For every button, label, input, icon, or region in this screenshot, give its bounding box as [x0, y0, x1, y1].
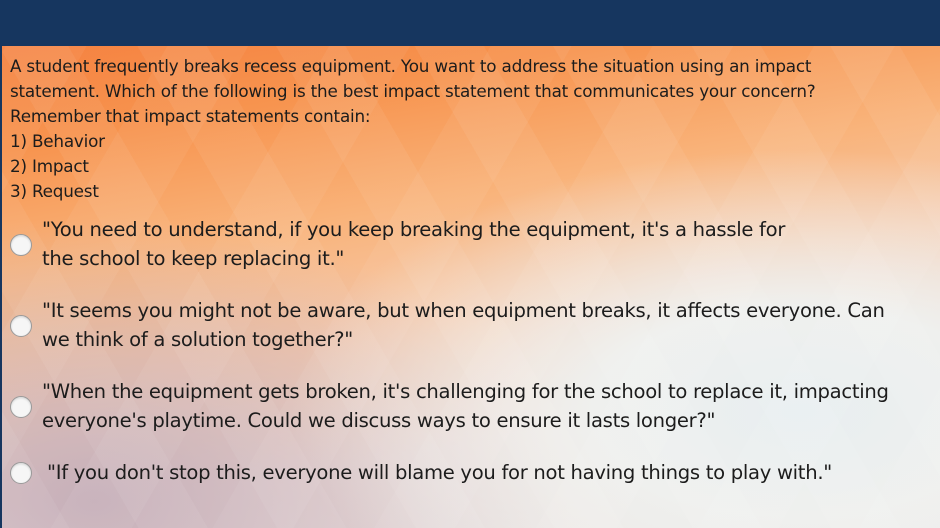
question-line: Remember that impact statements contain:	[10, 106, 371, 126]
component-impact: 2) Impact	[10, 156, 89, 176]
answer-option-2[interactable]: "It seems you might not be aware, but wh…	[10, 297, 920, 354]
answer-option-text[interactable]: "You need to understand, if you keep bre…	[42, 216, 785, 273]
answer-option-text[interactable]: "It seems you might not be aware, but wh…	[42, 297, 885, 354]
answer-option-1[interactable]: "You need to understand, if you keep bre…	[10, 216, 920, 273]
radio-button[interactable]	[10, 462, 32, 485]
question-prompt: A student frequently breaks recess equip…	[10, 54, 920, 204]
answer-line: the school to keep replacing it."	[42, 246, 345, 270]
left-border	[0, 46, 2, 528]
answer-option-text[interactable]: "When the equipment gets broken, it's ch…	[42, 378, 889, 435]
question-line: statement. Which of the following is the…	[10, 81, 816, 101]
answer-line: everyone's playtime. Could we discuss wa…	[42, 408, 716, 432]
radio-button[interactable]	[10, 233, 32, 256]
component-behavior: 1) Behavior	[10, 131, 105, 151]
radio-button[interactable]	[10, 314, 32, 337]
answer-line: we think of a solution together?"	[42, 327, 353, 351]
answer-line: "If you don't stop this, everyone will b…	[47, 461, 832, 484]
header-bar	[0, 0, 940, 46]
answer-line: "It seems you might not be aware, but wh…	[42, 299, 885, 322]
answer-option-4[interactable]: "If you don't stop this, everyone will b…	[10, 459, 920, 488]
component-request: 3) Request	[10, 181, 99, 201]
answer-line: "When the equipment gets broken, it's ch…	[42, 380, 889, 403]
answer-option-text[interactable]: "If you don't stop this, everyone will b…	[47, 459, 832, 488]
question-line: A student frequently breaks recess equip…	[10, 56, 812, 76]
radio-button[interactable]	[10, 395, 32, 418]
answer-option-3[interactable]: "When the equipment gets broken, it's ch…	[10, 378, 920, 435]
answer-line: "You need to understand, if you keep bre…	[42, 218, 786, 241]
